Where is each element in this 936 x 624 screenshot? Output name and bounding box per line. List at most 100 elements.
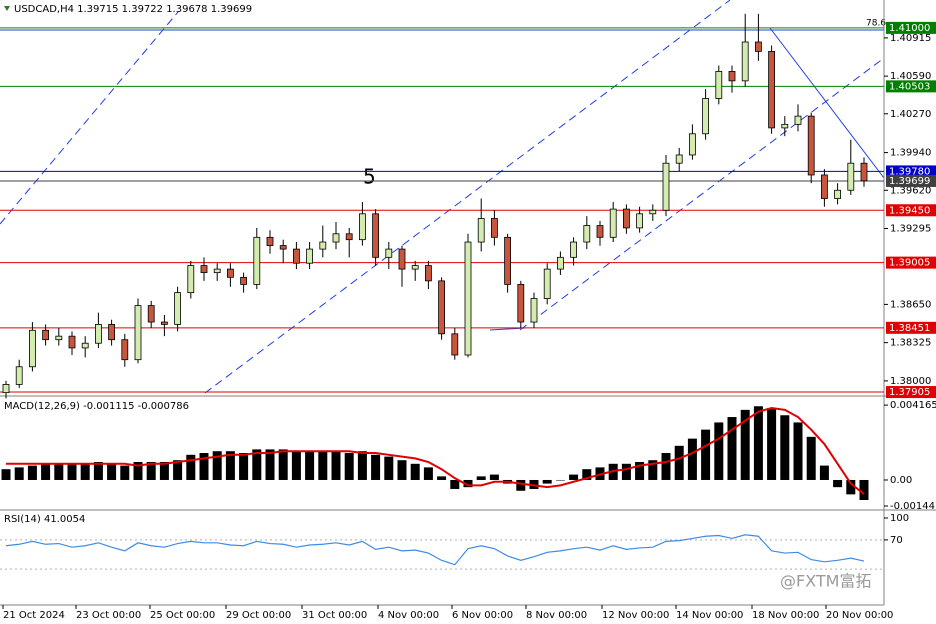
candle-body — [662, 162, 670, 211]
macd-bar — [357, 451, 367, 480]
macd-bar — [291, 451, 301, 480]
macd-bar — [714, 422, 724, 480]
candle-body — [266, 236, 274, 246]
y-tick-label: 1.38325 — [890, 338, 931, 349]
level-label: 1.40503 — [889, 81, 930, 92]
candle-body — [15, 366, 23, 385]
candle-body — [741, 41, 749, 82]
candle-body — [821, 174, 828, 199]
candle-body — [609, 208, 617, 238]
candle-body — [81, 342, 89, 349]
macd-bar — [846, 479, 856, 495]
level-label-box — [886, 21, 936, 34]
candle-body — [623, 208, 630, 229]
candle-body — [345, 233, 353, 241]
macd-bar — [265, 449, 275, 480]
macd-bar — [278, 449, 288, 480]
macd-bar — [410, 463, 420, 480]
candle-body — [385, 248, 393, 258]
candle-body — [424, 265, 432, 282]
macd-bar — [173, 460, 183, 480]
macd-bar — [476, 476, 486, 480]
level-label-box — [886, 256, 936, 269]
watermark: @FXTM富拓 — [780, 572, 871, 591]
y-tick-label: 0.00 — [890, 475, 912, 486]
y-tick-label: 1.39940 — [890, 148, 931, 159]
y-tick-label: 1.40270 — [890, 109, 931, 120]
candle-body — [147, 305, 155, 323]
candle-body — [860, 162, 868, 182]
candle-body — [55, 335, 63, 341]
macd-bar — [437, 476, 447, 480]
candle-body — [174, 292, 182, 325]
x-tick-label: 29 Oct 00:00 — [226, 610, 291, 621]
macd-bar — [133, 462, 143, 480]
macd-bar — [14, 467, 24, 480]
level-label: 1.38451 — [889, 323, 930, 334]
candle-body — [504, 236, 512, 285]
candle-body — [715, 71, 723, 99]
x-tick-label: 25 Oct 00:00 — [150, 610, 215, 621]
candle-body — [451, 333, 459, 356]
candle-body — [42, 329, 49, 341]
trend-line — [769, 27, 885, 179]
candle-body — [768, 51, 775, 129]
candle-body — [596, 225, 604, 238]
macd-bar — [806, 436, 816, 480]
macd-bar — [93, 462, 103, 480]
macd-bar — [344, 453, 354, 480]
macd-bar — [384, 456, 394, 480]
candle-body — [226, 268, 234, 278]
macd-bar — [555, 479, 565, 481]
macd-bar — [661, 453, 671, 480]
x-tick-label: 23 Oct 00:00 — [76, 610, 141, 621]
y-tick-label: -0.001447 — [890, 501, 936, 512]
macd-bar — [542, 479, 552, 484]
macd-bar — [371, 454, 381, 480]
macd-bar — [450, 479, 460, 489]
macd-bar — [225, 451, 235, 480]
macd-bar — [27, 465, 37, 480]
signal-line — [6, 407, 865, 495]
level-label-box — [886, 165, 936, 178]
candle-body — [689, 133, 696, 156]
macd-bar — [635, 462, 645, 480]
macd-bar — [305, 451, 315, 480]
rsi-line — [5, 534, 865, 566]
macd-bar — [489, 474, 499, 480]
candle-body — [438, 280, 446, 335]
macd-bar — [582, 469, 592, 480]
macd-bar — [463, 479, 473, 488]
x-tick-label: 14 Nov 00:00 — [676, 610, 743, 621]
rsi-title: RSI(14) 41.0054 — [4, 514, 85, 525]
macd-bar — [740, 409, 750, 480]
candle-body — [807, 115, 815, 176]
macd-bar — [1, 469, 11, 480]
level-label: 1.39005 — [889, 258, 930, 269]
candle-body — [517, 283, 525, 323]
macd-bar — [397, 460, 407, 480]
candle-body — [543, 268, 551, 299]
level-label: 1.39780 — [889, 166, 930, 177]
candle-body — [834, 189, 841, 199]
macd-title: MACD(12,26,9) -0.001115 -0.000786 — [4, 401, 189, 412]
candle-body — [583, 225, 591, 243]
candle-body — [781, 123, 789, 129]
candle-body — [530, 298, 538, 323]
candle-body — [319, 241, 327, 250]
channel-line — [519, 57, 885, 331]
candle-body — [121, 339, 129, 361]
macd-bar — [199, 453, 209, 480]
x-tick-label: 21 Oct 2024 — [3, 610, 65, 621]
macd-bar — [727, 417, 737, 480]
macd-bar — [819, 465, 829, 480]
macd-bar — [687, 438, 697, 480]
candle-body — [794, 115, 802, 125]
candle-body — [200, 265, 208, 274]
candle-body — [292, 248, 300, 264]
candle-body — [134, 305, 142, 361]
candle-body — [728, 71, 736, 82]
macd-bar — [648, 460, 658, 480]
candle-body — [702, 98, 709, 135]
candle-body — [372, 213, 380, 258]
